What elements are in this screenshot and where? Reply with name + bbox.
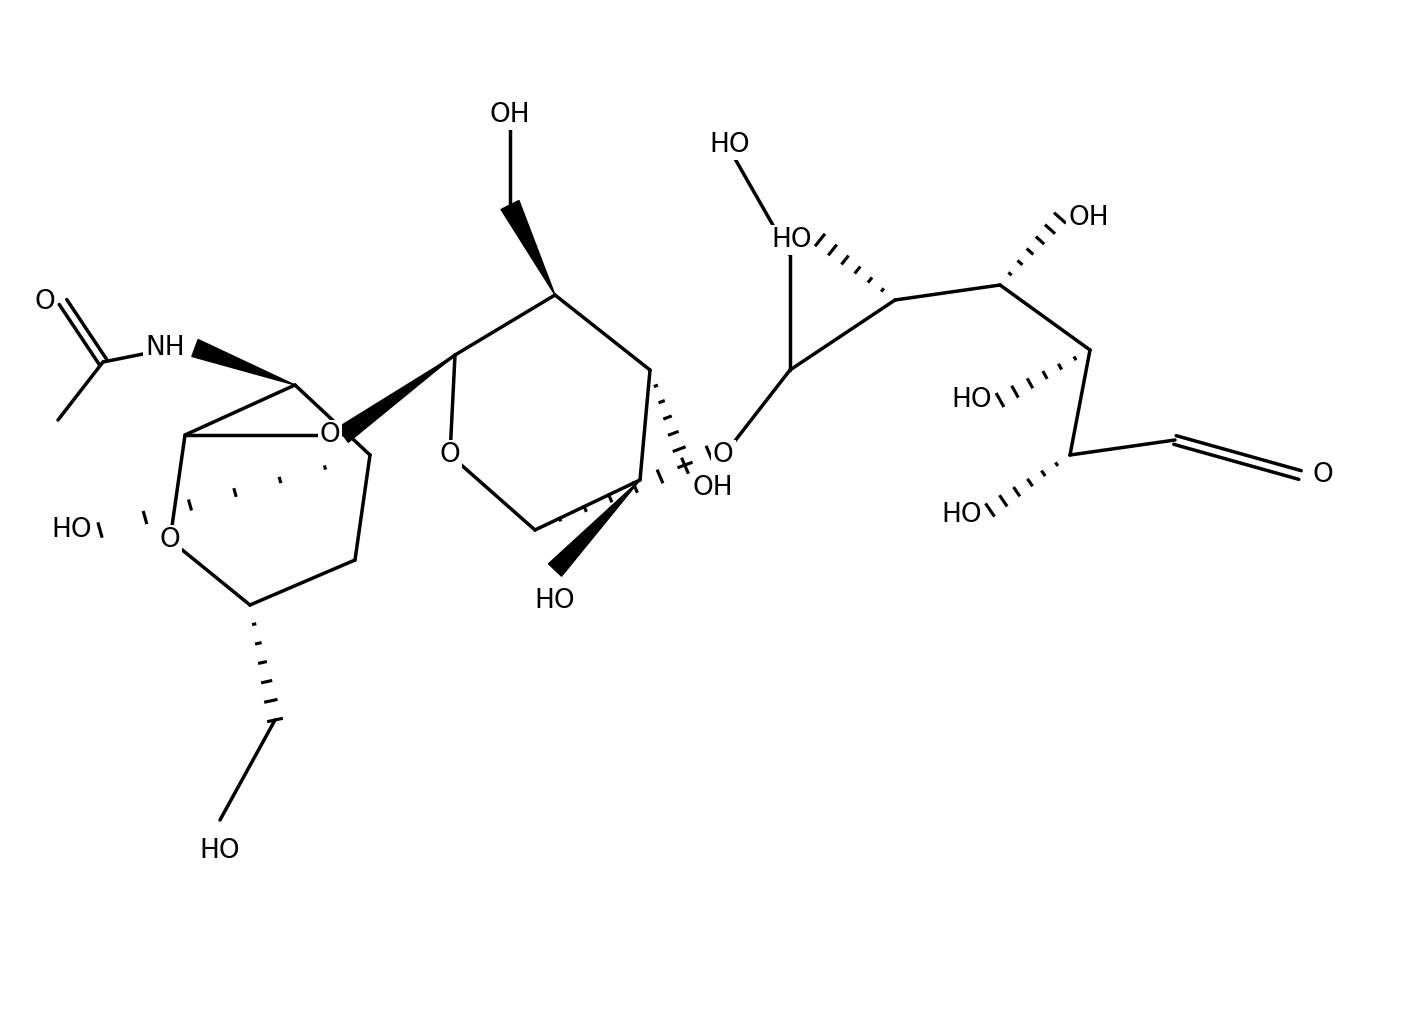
Text: HO: HO xyxy=(771,227,813,253)
Text: O: O xyxy=(1312,462,1333,488)
Text: HO: HO xyxy=(51,517,92,543)
Text: HO: HO xyxy=(709,132,750,158)
Polygon shape xyxy=(501,200,554,295)
Text: HO: HO xyxy=(535,588,576,614)
Text: HO: HO xyxy=(200,838,240,864)
Text: O: O xyxy=(713,442,733,468)
Text: O: O xyxy=(440,442,461,468)
Text: NH: NH xyxy=(146,336,184,361)
Text: O: O xyxy=(319,422,340,448)
Text: OH: OH xyxy=(1068,205,1109,231)
Text: HO: HO xyxy=(951,387,993,413)
Text: OH: OH xyxy=(489,102,530,128)
Text: OH: OH xyxy=(693,475,733,501)
Polygon shape xyxy=(549,480,640,577)
Text: O: O xyxy=(34,289,55,315)
Polygon shape xyxy=(337,355,455,442)
Polygon shape xyxy=(191,340,295,385)
Text: O: O xyxy=(160,527,180,553)
Text: HO: HO xyxy=(942,502,983,528)
